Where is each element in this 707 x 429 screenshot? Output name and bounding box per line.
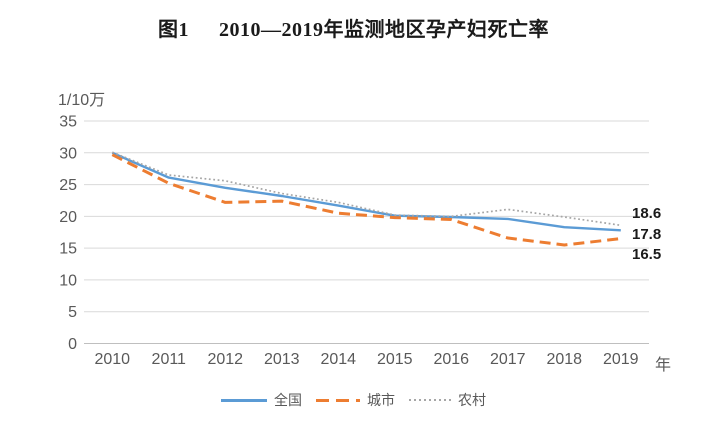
figure-title-text: 2010—2019年监测地区孕产妇死亡率	[219, 19, 549, 41]
y-tick-label: 25	[59, 177, 77, 194]
y-tick-label: 10	[59, 272, 77, 289]
x-axis-unit-label: 年	[655, 357, 672, 374]
end-data-label: 18.6	[632, 205, 661, 222]
national-line-swatch-icon	[221, 398, 267, 402]
x-tick-label: 2013	[264, 351, 300, 368]
y-tick-label: 0	[68, 336, 77, 353]
end-data-label: 16.5	[632, 246, 661, 263]
x-tick-label: 2014	[320, 351, 356, 368]
y-tick-label: 20	[59, 209, 77, 226]
legend-item-national: 全国	[221, 390, 302, 410]
x-tick-label: 2019	[603, 351, 639, 368]
y-tick-label: 35	[59, 114, 77, 131]
legend: 全国 城市 农村	[0, 391, 707, 409]
x-tick-label: 2015	[377, 351, 413, 368]
x-tick-label: 2017	[490, 351, 526, 368]
x-tick-label: 2016	[433, 351, 469, 368]
end-data-label: 17.8	[632, 226, 661, 243]
series-line-national	[111, 151, 621, 232]
x-tick-label: 2011	[152, 351, 187, 368]
rural-line-swatch-icon	[409, 399, 451, 401]
figure-number: 图1	[158, 19, 189, 41]
x-tick-label: 2018	[546, 351, 582, 368]
series-line-rural	[111, 151, 621, 227]
y-tick-label: 15	[59, 241, 77, 258]
legend-label-national: 全国	[274, 392, 302, 408]
legend-label-urban: 城市	[367, 392, 395, 408]
legend-item-urban: 城市	[316, 390, 395, 410]
y-axis-unit-label: 1/10万	[58, 92, 106, 109]
y-tick-label: 30	[59, 145, 77, 162]
x-tick-label: 2012	[207, 351, 243, 368]
legend-item-rural: 农村	[409, 390, 486, 410]
legend-label-rural: 农村	[458, 392, 486, 408]
y-tick-label: 5	[68, 304, 77, 321]
figure-title: 图1 2010—2019年监测地区孕产妇死亡率	[0, 13, 707, 42]
x-tick-label: 2010	[94, 351, 130, 368]
urban-line-swatch-icon	[316, 398, 360, 402]
series-line-urban	[111, 153, 621, 247]
